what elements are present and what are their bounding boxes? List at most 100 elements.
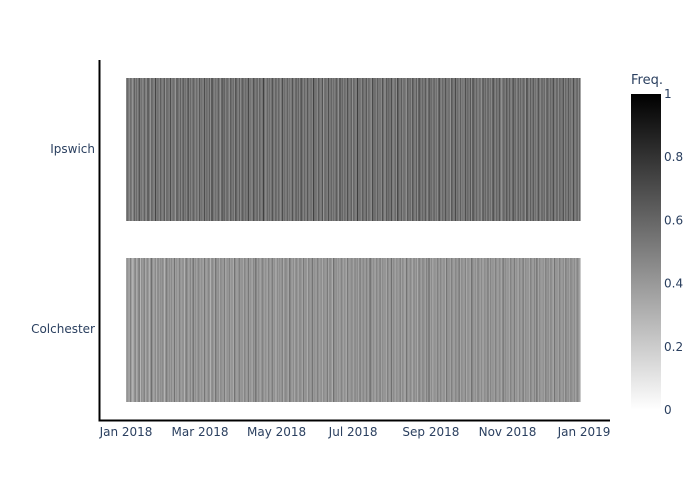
heatmap-cell — [567, 258, 570, 402]
heatmap-cell — [277, 258, 280, 402]
heatmap-cell — [533, 78, 536, 221]
heatmap-cell — [338, 258, 340, 402]
heatmap-cell — [395, 258, 398, 402]
heatmap-cell — [154, 78, 157, 221]
heatmap-cell — [506, 258, 508, 402]
heatmap-cell — [370, 258, 373, 402]
heatmap-cell — [402, 78, 404, 221]
heatmap-cell — [253, 78, 256, 221]
heatmap-cell — [545, 258, 547, 402]
heatmap-row-colchester — [126, 258, 581, 402]
x-axis-ticks: Jan 2018 Mar 2018 May 2018 Jul 2018 Sep 2018… — [99, 425, 611, 439]
heatmap-cell — [265, 78, 267, 221]
heatmap-cell — [177, 258, 180, 402]
heatmap-cell — [172, 78, 175, 221]
heatmap-cell — [331, 258, 334, 402]
heatmap-cell — [388, 78, 390, 221]
heatmap-cell — [419, 258, 422, 402]
heatmap-cell — [151, 78, 153, 221]
heatmap-cell — [570, 78, 572, 221]
heatmap-cell — [183, 78, 186, 221]
heatmap-cell — [370, 78, 373, 221]
heatmap-cell — [462, 78, 464, 221]
heatmap-cell — [409, 258, 412, 402]
heatmap-cell — [289, 78, 291, 221]
heatmap-cell — [188, 78, 191, 221]
heatmap-cell — [334, 258, 336, 402]
heatmap-cell — [493, 78, 496, 221]
heatmap-cell — [316, 258, 319, 402]
heatmap-cell — [247, 258, 250, 402]
heatmap-cell — [149, 78, 152, 221]
heatmap-cell — [228, 258, 231, 402]
heatmap-cell — [142, 258, 144, 402]
heatmap-cell — [182, 78, 185, 221]
heatmap-cell — [468, 258, 471, 402]
heatmap-cell — [424, 78, 427, 221]
heatmap-cell — [184, 258, 187, 402]
heatmap-cell — [353, 258, 355, 402]
heatmap-cell — [133, 258, 136, 402]
heatmap-cell — [558, 258, 561, 402]
heatmap-cell — [319, 78, 321, 221]
heatmap-cell — [182, 258, 185, 402]
heatmap-cell — [523, 258, 526, 402]
heatmap-cell — [144, 258, 147, 402]
heatmap-cell — [237, 78, 240, 221]
heatmap-cell — [157, 78, 159, 221]
heatmap-cell — [251, 78, 254, 221]
heatmap-cell — [348, 258, 350, 402]
heatmap-cell — [247, 78, 250, 221]
heatmap-cell — [223, 258, 226, 402]
heatmap-cell — [243, 258, 246, 402]
heatmap-cell — [198, 258, 201, 402]
heatmap-cell — [502, 258, 505, 402]
heatmap-cell — [551, 78, 553, 221]
heatmap-cell — [479, 258, 482, 402]
heatmap-cell — [498, 78, 501, 221]
heatmap-cell — [402, 258, 404, 402]
heatmap-cell — [329, 258, 331, 402]
heatmap-cell — [246, 78, 249, 221]
heatmap-cell — [425, 78, 428, 221]
heatmap-cell — [520, 78, 522, 221]
heatmap-cell — [236, 78, 239, 221]
heatmap-cell — [314, 258, 316, 402]
heatmap-cell — [193, 258, 196, 402]
heatmap-cell — [399, 78, 402, 221]
heatmap-cell — [531, 78, 533, 221]
heatmap-cell — [290, 78, 292, 221]
heatmap-cell — [201, 258, 203, 402]
heatmap-cell — [183, 258, 186, 402]
heatmap-cell — [537, 258, 540, 402]
heatmap-cell — [512, 258, 515, 402]
heatmap-cell — [458, 78, 461, 221]
heatmap-cell — [217, 258, 220, 402]
heatmap-cell — [286, 78, 289, 221]
heatmap-cell — [262, 258, 265, 402]
colorbar-gradient — [631, 94, 661, 410]
heatmap-cell — [148, 78, 151, 221]
heatmap-cell — [453, 258, 456, 402]
heatmap-cell — [321, 258, 324, 402]
heatmap-cell — [246, 258, 249, 402]
heatmap-cell — [301, 258, 304, 402]
heatmap-cell — [439, 78, 442, 221]
heatmap-cell — [212, 258, 215, 402]
heatmap-cell — [286, 258, 289, 402]
heatmap-cell — [365, 258, 368, 402]
heatmap-cell — [192, 78, 195, 221]
heatmap-cell — [349, 78, 351, 221]
heatmap-cell — [129, 78, 132, 221]
x-tick-label: Sep 2018 — [402, 425, 459, 439]
heatmap-cell — [346, 78, 349, 221]
heatmap-cell — [440, 78, 443, 221]
heatmap-cell — [168, 78, 171, 221]
heatmap-cell — [320, 78, 323, 221]
heatmap-cell — [419, 78, 422, 221]
heatmap-cell — [334, 78, 336, 221]
heatmap-cell — [305, 78, 308, 221]
heatmap-cell — [454, 78, 457, 221]
heatmap-cell — [133, 78, 136, 221]
heatmap-cell — [550, 258, 552, 402]
